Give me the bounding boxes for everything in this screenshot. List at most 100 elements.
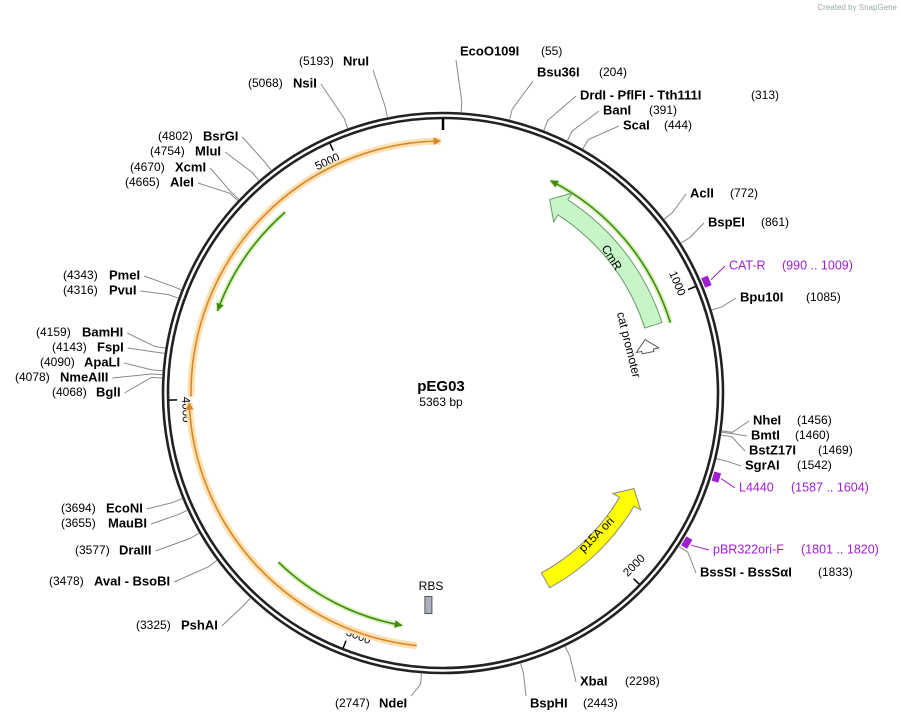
site-name: ApaLI <box>84 354 120 369</box>
site-position: (861) <box>761 215 789 229</box>
ring-outer <box>161 111 725 675</box>
site-position: (4078) <box>15 370 50 384</box>
rbs-mark <box>424 595 433 614</box>
site-leader <box>320 83 349 129</box>
site-name: EcoO109I <box>460 43 519 58</box>
site-leader <box>543 95 577 131</box>
site-position: (772) <box>730 186 758 200</box>
primer-range: (1587 .. 1604) <box>791 480 869 494</box>
site-position: (4159) <box>36 325 71 339</box>
primer-range: (1801 .. 1820) <box>801 542 879 556</box>
site-name: XbaI <box>580 673 607 688</box>
site-name: DraIII <box>119 542 152 557</box>
orf-head <box>216 302 224 311</box>
site-name: BssSI - BssSαI <box>700 564 792 579</box>
site-position: (2747) <box>335 696 370 710</box>
site-position: (4316) <box>63 283 98 297</box>
site-leader <box>410 673 422 697</box>
feature-band <box>187 137 441 397</box>
site-leader <box>150 509 188 525</box>
watermark: Created by SnapGene <box>817 3 897 12</box>
primer-leader <box>710 265 726 281</box>
site-name: BanI <box>603 102 631 117</box>
primer-name: pBR322ori-F <box>713 542 784 556</box>
primer-name: CAT-R <box>729 258 766 272</box>
site-name: BglI <box>96 384 121 399</box>
site-position: (4090) <box>40 355 75 369</box>
site-leader <box>155 532 200 552</box>
site-name: AvaI - BsoBI <box>94 573 170 588</box>
plasmid-length: 5363 bp <box>419 395 463 409</box>
site-leader <box>224 151 260 181</box>
site-leader <box>127 347 165 354</box>
feature-band <box>185 402 418 650</box>
site-name: AclI <box>690 185 714 200</box>
orf-head <box>550 180 560 188</box>
site-position: (5068) <box>248 76 283 90</box>
site-name: NheI <box>753 412 781 427</box>
site-leader <box>582 125 620 150</box>
ring-tick <box>329 143 334 152</box>
site-name: DrdI - PflFI - Tth111I <box>580 87 701 102</box>
site-position: (3325) <box>136 618 171 632</box>
site-name: MauBI <box>108 515 147 530</box>
primer-mark <box>681 536 693 549</box>
site-leader <box>721 420 750 433</box>
primer-mark <box>701 275 712 288</box>
site-position: (4802) <box>158 129 193 143</box>
site-leader <box>663 193 687 220</box>
site-name: BamHI <box>82 324 123 339</box>
site-position: (1833) <box>818 565 853 579</box>
site-leader <box>720 434 746 452</box>
site-name: FspI <box>97 339 124 354</box>
site-name: BsrGI <box>203 128 238 143</box>
site-leader <box>140 290 179 299</box>
site-leader <box>520 662 527 697</box>
feature-arrow <box>540 488 642 589</box>
site-leader <box>680 222 705 244</box>
site-position: (1085) <box>806 290 841 304</box>
site-name: BspEI <box>708 214 745 229</box>
plasmid-name: pEG03 <box>417 378 465 395</box>
site-leader <box>242 136 272 171</box>
site-leader <box>197 182 239 202</box>
site-name: Bpu10I <box>740 289 783 304</box>
site-position: (3577) <box>75 543 110 557</box>
site-position: (3655) <box>61 516 96 530</box>
site-leader <box>112 373 163 379</box>
orf-head <box>394 620 403 628</box>
site-name: BmtI <box>751 427 780 442</box>
site-name: XcmI <box>175 159 206 174</box>
site-name: PmeI <box>109 267 140 282</box>
site-position: (204) <box>599 65 627 79</box>
ring-tick-label: 1000 <box>666 270 687 298</box>
site-leader <box>564 645 577 683</box>
site-position: (1460) <box>795 428 830 442</box>
site-name: BspHI <box>530 695 568 710</box>
site-name: PvuI <box>109 282 136 297</box>
feature-head <box>185 402 194 410</box>
site-name: SgrAI <box>745 457 780 472</box>
ring-tick-label: 2000 <box>621 552 647 579</box>
site-leader <box>372 69 388 118</box>
ring-tick <box>342 640 347 649</box>
feature-line <box>190 140 441 397</box>
primer-leader <box>690 544 710 551</box>
site-name: AleI <box>170 174 194 189</box>
ring-tick <box>687 285 696 291</box>
site-name: ScaI <box>623 117 650 132</box>
orf-line <box>550 179 672 323</box>
site-name: EcoNI <box>106 500 143 515</box>
site-leader <box>721 431 748 437</box>
site-position: (391) <box>649 103 677 117</box>
site-position: (4665) <box>125 175 160 189</box>
site-name: Bsu36I <box>537 64 580 79</box>
site-name: NmeAIII <box>60 369 108 384</box>
site-position: (1542) <box>797 458 832 472</box>
site-name: MluI <box>195 143 221 158</box>
feature-label: cat promoter <box>614 310 644 379</box>
site-leader <box>126 332 166 349</box>
site-leader <box>716 458 742 467</box>
site-position: (4670) <box>130 160 165 174</box>
